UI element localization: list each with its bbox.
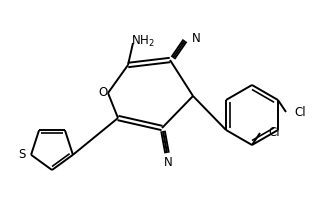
Text: S: S xyxy=(19,148,26,161)
Text: NH$_2$: NH$_2$ xyxy=(131,33,155,49)
Text: Cl: Cl xyxy=(294,106,306,119)
Text: Cl: Cl xyxy=(268,125,280,138)
Text: N: N xyxy=(164,157,172,170)
Text: N: N xyxy=(192,32,201,45)
Text: O: O xyxy=(98,86,108,100)
